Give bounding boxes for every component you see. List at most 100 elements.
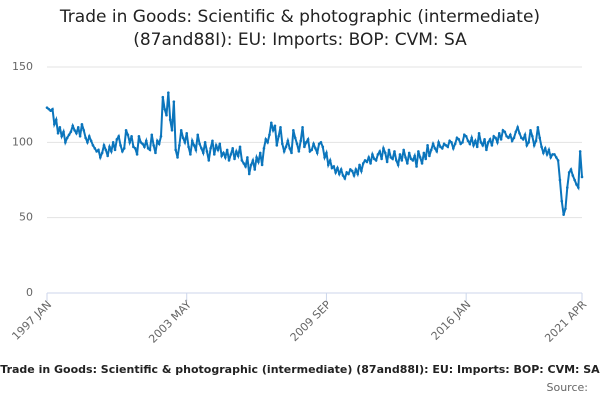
point — [286, 139, 290, 143]
point — [45, 106, 49, 109]
point — [477, 131, 481, 135]
point — [260, 163, 264, 167]
point — [378, 150, 382, 153]
point — [220, 154, 223, 158]
point — [485, 148, 488, 152]
point — [49, 109, 52, 112]
point — [113, 148, 117, 152]
point — [450, 141, 453, 144]
point — [106, 154, 109, 158]
point — [312, 142, 315, 146]
point — [314, 147, 317, 150]
point — [78, 135, 82, 138]
point — [523, 133, 527, 137]
point — [369, 162, 372, 165]
point — [154, 151, 157, 155]
y-tick-label: 150 — [12, 60, 33, 73]
point — [332, 165, 336, 168]
point — [176, 156, 179, 159]
point — [133, 147, 137, 150]
point — [326, 163, 330, 167]
point — [216, 148, 220, 152]
point — [417, 150, 420, 153]
point — [323, 156, 326, 159]
point — [95, 150, 98, 153]
point — [564, 207, 567, 210]
point — [395, 159, 398, 162]
point — [494, 136, 497, 140]
point — [64, 141, 67, 144]
point — [396, 163, 400, 167]
point — [571, 174, 575, 177]
point — [315, 151, 319, 155]
point — [553, 153, 556, 156]
point — [172, 100, 176, 103]
point — [490, 144, 494, 147]
point — [89, 139, 93, 143]
point — [183, 141, 187, 144]
point — [303, 145, 306, 149]
point — [534, 139, 538, 143]
point — [531, 135, 534, 138]
point — [382, 147, 385, 150]
point — [496, 141, 499, 144]
point — [475, 145, 479, 149]
point — [372, 157, 376, 161]
point — [562, 213, 565, 216]
point — [255, 156, 258, 159]
point — [299, 139, 303, 143]
point — [236, 154, 240, 158]
point — [505, 135, 508, 138]
point — [170, 128, 174, 132]
point — [398, 153, 402, 156]
point — [347, 172, 350, 176]
point — [350, 169, 354, 173]
point — [569, 168, 573, 171]
point — [349, 168, 352, 171]
point — [400, 159, 404, 162]
point — [190, 139, 194, 143]
point — [319, 141, 323, 144]
point — [461, 141, 464, 144]
point — [185, 131, 189, 135]
point — [512, 136, 516, 140]
point — [258, 151, 262, 155]
point — [75, 131, 78, 135]
point — [391, 157, 394, 161]
point — [47, 107, 51, 111]
point — [117, 135, 121, 138]
x-tick-label: 2021 APR — [542, 298, 589, 345]
point — [54, 118, 58, 122]
point — [345, 171, 348, 174]
point — [547, 148, 551, 152]
point — [207, 159, 211, 162]
point — [211, 139, 214, 143]
point — [253, 168, 257, 171]
point — [503, 130, 507, 134]
point — [306, 138, 310, 141]
point — [187, 145, 190, 149]
y-tick-label: 0 — [26, 286, 33, 299]
point — [146, 147, 150, 150]
chart-title: (87and88I): EU: Imports: BOP: CVM: SA — [133, 30, 467, 50]
point — [102, 144, 106, 147]
point — [363, 159, 367, 162]
point — [457, 138, 461, 141]
point — [545, 153, 549, 156]
x-axis-label: Trade in Goods: Scientific & photographi… — [0, 363, 600, 376]
point — [442, 142, 446, 146]
point — [80, 122, 84, 126]
point — [111, 141, 115, 144]
point — [426, 144, 429, 147]
point — [141, 142, 144, 146]
point — [507, 136, 510, 140]
point — [459, 142, 462, 146]
point — [168, 118, 172, 122]
point — [453, 142, 457, 146]
point — [244, 165, 247, 168]
point — [527, 141, 530, 144]
point — [99, 156, 102, 159]
point — [409, 157, 413, 161]
point — [580, 175, 584, 179]
